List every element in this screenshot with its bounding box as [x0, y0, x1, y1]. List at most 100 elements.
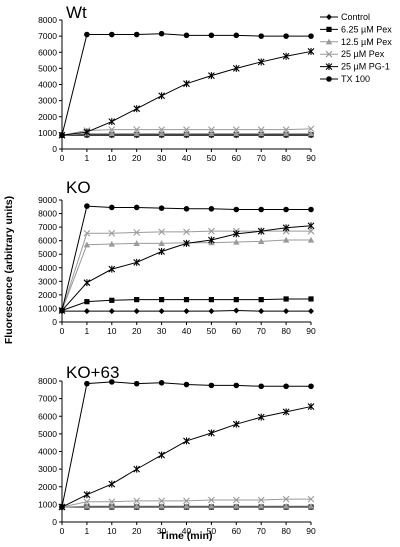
legend-marker-0 [326, 14, 332, 20]
panel-0-title: Wt [66, 3, 87, 22]
panel-2-series-5-point [59, 504, 65, 510]
panel-0-series-5-point [234, 33, 240, 39]
panel-1-series-1-point [134, 297, 139, 302]
panel-2-series-4-point [134, 466, 140, 473]
panel-2-ytick-label: 0 [52, 517, 57, 527]
panel-0-series-5-point [283, 33, 289, 39]
panel-1-series-5-point [134, 205, 140, 211]
panel-1-series-1-point [209, 297, 214, 302]
panel-0-series-5-point [258, 33, 264, 39]
y-axis-label: Fluorescence (arbitrary units) [3, 196, 15, 344]
panel-0-series-5-point [59, 132, 65, 138]
panel-1-ytick-label: 0 [52, 317, 57, 327]
panel-1-series-0-point [283, 308, 289, 314]
panel-2-series-line-5 [62, 382, 311, 507]
panel-1-ytick-label: 6000 [38, 236, 57, 246]
panel-2-series-5-point [134, 381, 140, 387]
panel-1-xtick-label: 70 [256, 326, 266, 336]
panel-0-series-5-point [84, 32, 90, 38]
panel-2-ytick-label: 1000 [38, 499, 57, 509]
panel-1-series-0-point [134, 308, 140, 314]
panel-2-series-4-point [184, 437, 190, 444]
panel-2-series-5-point [159, 380, 165, 386]
panel-1-xtick-label: 0 [60, 326, 65, 336]
panel-2-xtick-label: 1 [85, 526, 90, 536]
panel-2-xtick-label: 20 [132, 526, 142, 536]
panel-2-ytick-label: 2000 [38, 482, 57, 492]
panel-0-series-4-point [208, 72, 214, 79]
panel-2-series-4-point [233, 421, 239, 428]
panel-1-series-1-point [308, 296, 313, 301]
legend-label-5: TX 100 [341, 74, 370, 84]
panel-0-series-5-point [109, 32, 115, 38]
panel-1-series-5-point [308, 207, 314, 213]
panel-1-ytick-label: 5000 [38, 249, 57, 259]
panel-0-ytick-label: 0 [52, 144, 57, 154]
panel-0-series-5-point [308, 33, 314, 39]
panel-0-xtick-label: 30 [157, 153, 167, 163]
panel-1-series-5-point [258, 207, 264, 213]
panel-1-series-1-point [84, 299, 89, 304]
panel-0-xtick-label: 0 [60, 153, 65, 163]
legend-marker-1 [326, 27, 331, 32]
panel-2-ytick-label: 7000 [38, 394, 57, 404]
panel-2-series-5-point [258, 383, 264, 389]
panel-1-title: KO [66, 178, 91, 197]
panel-0-xtick-label: 20 [132, 153, 142, 163]
panel-2-series-4-point [208, 429, 214, 436]
panel-0-xtick-label: 10 [107, 153, 117, 163]
legend-label-2: 12.5 µM Pex [341, 37, 392, 47]
panel-1-series-0-point [159, 308, 165, 314]
panel-1-series-line-5 [62, 206, 311, 310]
panel-0-xtick-label: 60 [232, 153, 242, 163]
panel-1-xtick-label: 80 [281, 326, 291, 336]
panel-1-series-0-point [84, 308, 90, 314]
panel-1-series-1-point [259, 297, 264, 302]
panel-1-series-5-point [283, 207, 289, 213]
panel-2-xtick-label: 0 [60, 526, 65, 536]
panel-0-ytick-label: 8000 [38, 15, 57, 25]
panel-1-series-0-point [258, 308, 264, 314]
panel-0-xtick-label: 50 [207, 153, 217, 163]
panel-0-ytick-label: 5000 [38, 63, 57, 73]
panel-1-series-0-point [308, 308, 314, 314]
panel-0-ytick-label: 6000 [38, 47, 57, 57]
panel-0-series-5-point [184, 33, 190, 39]
panel-0-series-5-point [209, 33, 215, 39]
panel-1-xtick-label: 30 [157, 326, 167, 336]
panel-2-series-4-point [159, 452, 165, 459]
panel-2-ytick-label: 3000 [38, 464, 57, 474]
panel-2-series-5-point [109, 379, 115, 385]
panel-1-series-0-point [233, 307, 239, 313]
panel-2-xtick-label: 60 [232, 526, 242, 536]
panel-1-series-4-point [159, 248, 165, 255]
panel-0-series-4-point [184, 80, 190, 87]
panel-1-series-4-point [84, 279, 90, 286]
panel-1-xtick-label: 40 [182, 326, 192, 336]
panel-2-series-5-point [308, 383, 314, 389]
panel-1-xtick-label: 1 [85, 326, 90, 336]
panel-1-ytick-label: 9000 [38, 195, 57, 205]
panel-1-series-5-point [234, 207, 240, 213]
panel-2-ytick-label: 5000 [38, 429, 57, 439]
panel-2-ytick-label: 6000 [38, 411, 57, 421]
panel-0-series-5-point [159, 31, 165, 37]
legend-label-4: 25 µM PG-1 [341, 62, 390, 72]
panel-2-xtick-label: 70 [256, 526, 266, 536]
panel-1-xtick-label: 10 [107, 326, 117, 336]
panel-2-series-5-point [84, 381, 90, 387]
panel-1-series-5-point [159, 205, 165, 211]
panel-2-series-5-point [184, 382, 190, 388]
panel-0-series-5-point [134, 32, 140, 38]
panel-1-xtick-label: 50 [207, 326, 217, 336]
legend-label-1: 6.25 µM Pex [341, 24, 392, 34]
panel-1-series-1-point [284, 296, 289, 301]
panel-1-xtick-label: 20 [132, 326, 142, 336]
panel-1-ytick-label: 1000 [38, 303, 57, 313]
panel-1-series-5-point [109, 205, 115, 211]
panel-1-ytick-label: 3000 [38, 276, 57, 286]
panel-2-series-5-point [283, 383, 289, 389]
panel-1-ytick-label: 8000 [38, 209, 57, 219]
panel-1-xtick-label: 90 [306, 326, 316, 336]
panel-1-series-1-point [234, 297, 239, 302]
